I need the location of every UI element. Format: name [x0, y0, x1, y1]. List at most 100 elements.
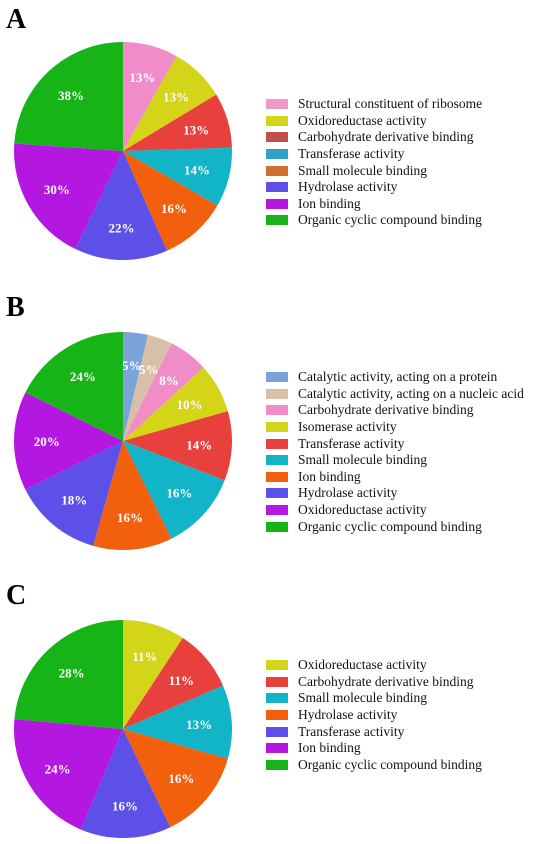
legend-label: Small molecule binding — [298, 452, 427, 468]
legend-swatch — [266, 115, 288, 126]
slice-label: 16% — [112, 798, 138, 813]
pie-slice — [123, 367, 228, 441]
pie-slice — [25, 332, 123, 441]
legend-item: Small molecule binding — [266, 452, 524, 469]
legend-item: Carbohydrate derivative binding — [266, 674, 482, 691]
legend-item: Oxidoreductase activity — [266, 657, 482, 674]
legend-swatch — [266, 422, 288, 433]
pie-slice — [123, 42, 177, 151]
legend-label: Hydrolase activity — [298, 485, 398, 501]
legend-label: Organic cyclic compound binding — [298, 756, 482, 772]
legend-item: Transferase activity — [266, 723, 482, 740]
legend-item: Structural constituent of ribosome — [266, 96, 482, 113]
pie-slice — [123, 685, 232, 759]
legend-label: Small molecule binding — [298, 162, 427, 178]
legend-swatch — [266, 215, 288, 226]
pie-slice — [123, 94, 232, 151]
legend-item: Isomerase activity — [266, 419, 524, 436]
legend-label: Structural constituent of ribosome — [298, 96, 483, 112]
legend-label: Ion binding — [298, 468, 361, 484]
slice-label: 8% — [159, 373, 179, 388]
pie-slice — [123, 729, 228, 828]
legend-label: Organic cyclic compound binding — [298, 212, 482, 228]
legend-item: Carbohydrate derivative binding — [266, 129, 482, 146]
slice-label: 14% — [186, 438, 212, 453]
legend-item: Small molecule binding — [266, 690, 482, 707]
legend-label: Carbohydrate derivative binding — [298, 673, 474, 689]
legend-item: Oxidoreductase activity — [266, 502, 524, 519]
slice-label: 16% — [168, 771, 194, 786]
slice-label: 16% — [161, 201, 187, 216]
legend-item: Organic cyclic compound binding — [266, 757, 482, 774]
slice-label: 14% — [184, 163, 210, 178]
legend-item: Ion binding — [266, 740, 482, 757]
legend-item: Catalytic activity, acting on a nucleic … — [266, 386, 524, 403]
legend-swatch — [266, 455, 288, 466]
legend-label: Organic cyclic compound binding — [298, 518, 482, 534]
pie-slice — [75, 151, 167, 260]
legend-item: Hydrolase activity — [266, 485, 524, 502]
legend-swatch — [266, 488, 288, 499]
legend-label: Catalytic activity, acting on a protein — [298, 369, 498, 385]
legend: Catalytic activity, acting on a protein C… — [266, 369, 524, 535]
legend-swatch — [266, 149, 288, 160]
panel-b: B 5% 5% 8% 10% 14% 16% 16% 18% 20% 24% Catalytic … — [0, 290, 550, 560]
legend-swatch — [266, 182, 288, 193]
legend-swatch — [266, 505, 288, 516]
pie-slice — [123, 56, 217, 151]
legend-label: Transferase activity — [298, 146, 405, 162]
panel-c: C 11% 11% 13% 16% 16% 24% 28% Oxidoreductase a… — [0, 580, 550, 838]
legend-swatch — [266, 676, 288, 687]
legend-item: Organic cyclic compound binding — [266, 518, 524, 535]
slice-label: 28% — [59, 666, 85, 681]
panel-letter: B — [6, 292, 25, 323]
pie-chart: 5%5%8%10%14%16%16%18%20%24% — [13, 332, 232, 550]
legend-swatch — [266, 743, 288, 754]
pie-slice — [14, 143, 124, 249]
legend-swatch — [266, 132, 288, 143]
legend: Structural constituent of ribosome Oxidor… — [266, 96, 482, 229]
pie-slice — [123, 147, 232, 206]
pie-slice — [93, 441, 172, 550]
pie-slice — [25, 441, 123, 546]
slice-label: 10% — [177, 397, 203, 412]
slice-label: 30% — [44, 182, 70, 197]
legend-label: Catalytic activity, acting on a nucleic … — [298, 385, 524, 401]
slice-label: 24% — [70, 369, 96, 384]
pie-slice — [123, 332, 148, 441]
legend-swatch — [266, 99, 288, 110]
legend-label: Small molecule binding — [298, 690, 427, 706]
legend-swatch — [266, 726, 288, 737]
legend-swatch — [266, 521, 288, 532]
pie-slice — [123, 343, 204, 441]
pie-slice — [14, 42, 123, 151]
slice-label: 38% — [58, 88, 84, 103]
legend-item: Small molecule binding — [266, 162, 482, 179]
legend-item: Transferase activity — [266, 146, 482, 163]
legend-label: Oxidoreductase activity — [298, 657, 427, 673]
legend-swatch — [266, 165, 288, 176]
pie-chart: 11% 11% 13% 16% 16% 24% 28% — [13, 620, 232, 838]
legend-item: Oxidoreductase activity — [266, 113, 482, 130]
pie-slice — [123, 334, 172, 441]
legend: Oxidoreductase activity Carbohydrate deri… — [266, 657, 482, 773]
slice-label: 13% — [186, 717, 212, 732]
legend-label: Transferase activity — [298, 723, 405, 739]
legend-item: Organic cyclic compound binding — [266, 212, 482, 229]
slice-label: 13% — [129, 70, 155, 85]
panel-letter: C — [6, 580, 27, 611]
legend-label: Transferase activity — [298, 435, 405, 451]
legend-swatch — [266, 405, 288, 416]
legend-label: Oxidoreductase activity — [298, 502, 427, 518]
legend-swatch — [266, 710, 288, 721]
legend-swatch — [266, 438, 288, 449]
legend-swatch — [266, 388, 288, 399]
legend-swatch — [266, 198, 288, 209]
pie-slice — [13, 392, 123, 490]
pie-slice — [80, 729, 171, 838]
pie-slice — [14, 620, 124, 729]
legend-label: Carbohydrate derivative binding — [298, 129, 474, 145]
legend-item: Transferase activity — [266, 435, 524, 452]
legend-item: Ion binding — [266, 196, 482, 213]
slice-label: 18% — [61, 493, 87, 508]
